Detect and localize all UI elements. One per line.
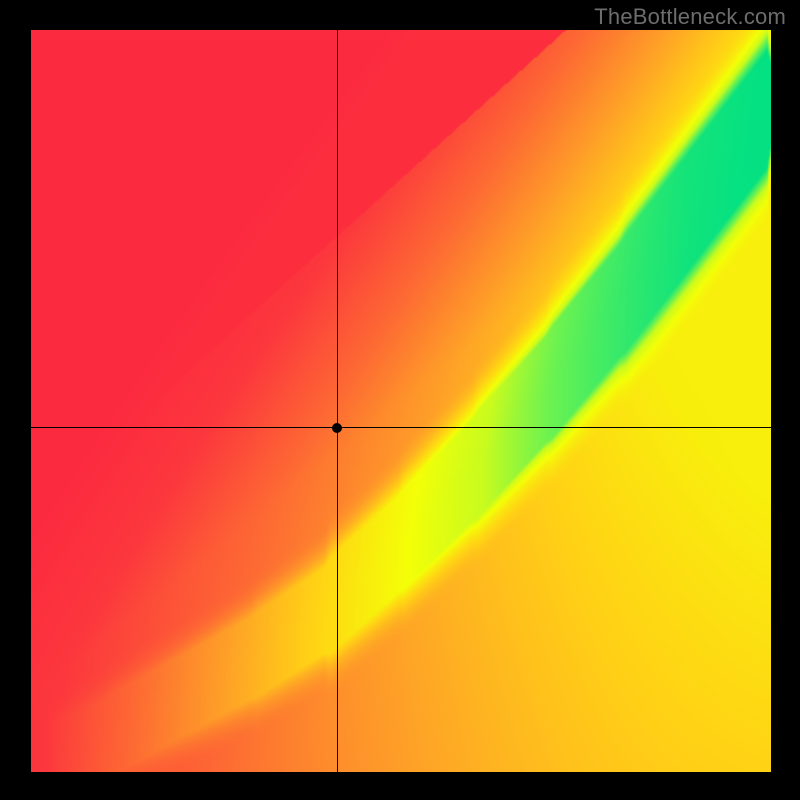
crosshair-marker	[332, 423, 342, 433]
crosshair-vertical	[337, 30, 338, 772]
crosshair-horizontal	[31, 427, 771, 428]
plot-area	[31, 30, 771, 772]
frame: TheBottleneck.com	[0, 0, 800, 800]
heatmap-canvas	[31, 30, 771, 772]
watermark-text: TheBottleneck.com	[594, 4, 786, 30]
